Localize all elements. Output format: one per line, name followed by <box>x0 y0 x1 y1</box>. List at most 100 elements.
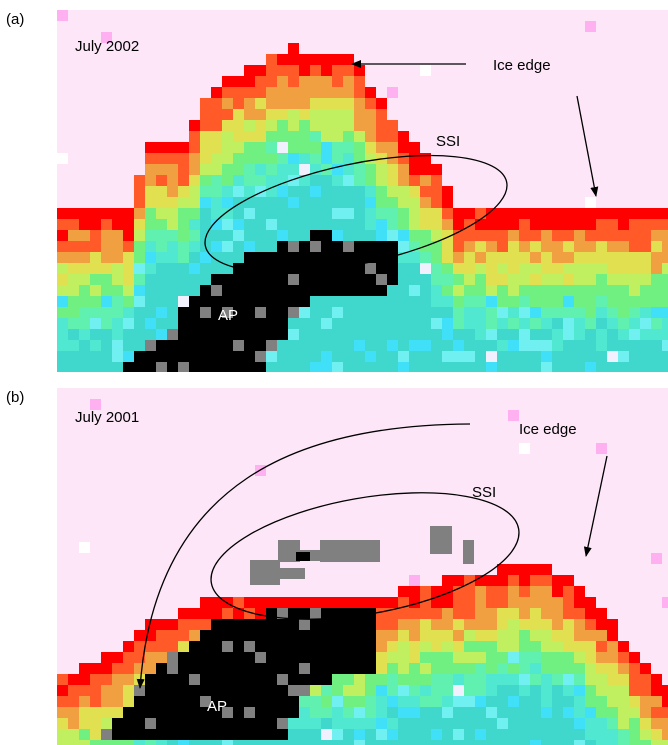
pixel <box>277 340 288 351</box>
pixel <box>464 296 475 307</box>
pixel <box>57 219 68 230</box>
pixel <box>354 740 365 745</box>
pixel <box>376 329 387 340</box>
pixel <box>475 586 486 597</box>
pixel <box>563 696 574 707</box>
pixel <box>266 252 277 263</box>
pixel <box>167 663 178 674</box>
pixel <box>145 740 156 745</box>
pixel <box>651 318 662 329</box>
pixel <box>266 685 277 696</box>
pixel <box>244 263 255 274</box>
pixel <box>145 663 156 674</box>
pixel <box>310 285 321 296</box>
pixel <box>420 263 431 274</box>
pixel <box>57 718 68 729</box>
pixel <box>442 186 453 197</box>
pixel <box>321 362 332 372</box>
pixel <box>68 362 79 372</box>
pixel <box>310 685 321 696</box>
pixel <box>189 740 200 745</box>
pixel <box>200 153 211 164</box>
pixel <box>420 186 431 197</box>
pixel <box>508 740 519 745</box>
pixel <box>563 362 574 372</box>
pixel <box>244 142 255 153</box>
pixel <box>332 663 343 674</box>
pixel <box>596 652 607 663</box>
pixel <box>321 630 332 641</box>
pixel <box>343 597 354 608</box>
pixel <box>442 274 453 285</box>
pixel <box>255 197 266 208</box>
pixel <box>398 685 409 696</box>
pixel <box>321 597 332 608</box>
pixel <box>244 76 255 87</box>
pixel <box>112 652 123 663</box>
pixel <box>398 663 409 674</box>
pixel <box>376 707 387 718</box>
pixel <box>629 340 640 351</box>
pixel <box>530 652 541 663</box>
pixel <box>453 285 464 296</box>
pixel <box>189 307 200 318</box>
pixel <box>343 175 354 186</box>
pixel <box>79 740 90 745</box>
pixel <box>145 696 156 707</box>
pixel <box>233 641 244 652</box>
pixel <box>453 329 464 340</box>
pixel <box>442 630 453 641</box>
pixel <box>409 663 420 674</box>
pixel <box>574 685 585 696</box>
pixel <box>266 674 277 685</box>
pixel <box>398 696 409 707</box>
pixel <box>651 340 662 351</box>
pixel <box>354 641 365 652</box>
pixel <box>255 318 266 329</box>
pixel <box>541 274 552 285</box>
pixel <box>585 707 596 718</box>
ice-edge-label: Ice edge <box>493 57 551 74</box>
pixel <box>530 619 541 630</box>
pixel <box>189 351 200 362</box>
pixel <box>321 54 332 65</box>
pixel <box>376 718 387 729</box>
pixel <box>519 696 530 707</box>
pixel <box>519 575 530 586</box>
pixel <box>244 729 255 740</box>
pixel <box>640 307 651 318</box>
pixel <box>574 241 585 252</box>
pixel <box>585 263 596 274</box>
pixel <box>288 729 299 740</box>
pixel <box>266 296 277 307</box>
pixel <box>189 696 200 707</box>
pixel <box>552 685 563 696</box>
pixel <box>296 552 310 561</box>
pixel <box>563 340 574 351</box>
pixel <box>266 329 277 340</box>
pixel <box>442 197 453 208</box>
pixel <box>365 351 376 362</box>
pixel <box>244 340 255 351</box>
pixel <box>200 142 211 153</box>
pixel <box>497 674 508 685</box>
pixel <box>519 729 530 740</box>
pixel <box>343 696 354 707</box>
pixel <box>662 208 668 219</box>
pixel <box>596 685 607 696</box>
pixel <box>145 219 156 230</box>
pixel <box>79 274 90 285</box>
pixel <box>343 329 354 340</box>
pixel <box>189 197 200 208</box>
pixel <box>123 219 134 230</box>
pixel <box>618 252 629 263</box>
pixel <box>607 696 618 707</box>
pixel <box>299 87 310 98</box>
pixel <box>68 729 79 740</box>
pixel <box>233 340 244 351</box>
pixel <box>156 252 167 263</box>
pixel <box>189 329 200 340</box>
pixel <box>607 340 618 351</box>
pixel <box>365 98 376 109</box>
pixel <box>200 729 211 740</box>
